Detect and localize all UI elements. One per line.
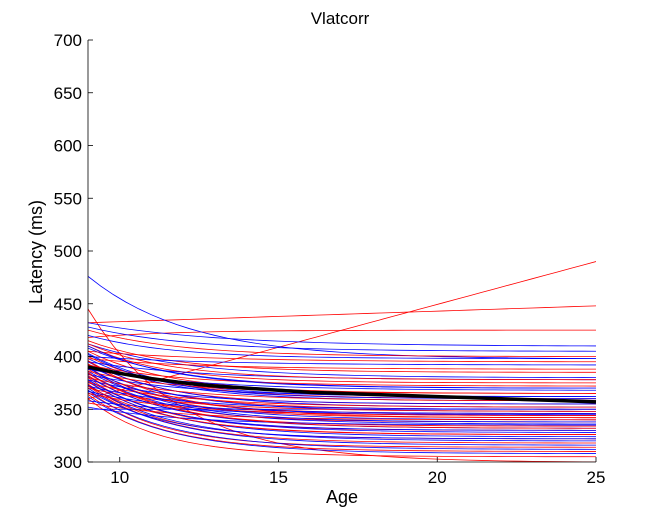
subject-curve-11 xyxy=(88,343,596,379)
subject-curve-45 xyxy=(88,406,596,426)
subject-curve-62 xyxy=(88,345,596,389)
y-tick-label: 550 xyxy=(54,189,82,208)
subject-curve-12 xyxy=(88,345,596,384)
y-tick-label: 350 xyxy=(54,400,82,419)
subject-curve-8 xyxy=(88,329,596,357)
axes: 300 350 400 450 500 550 600 650 700 10 15 20 25 xyxy=(54,31,606,487)
subject-curve-42 xyxy=(88,398,596,458)
subject-curve-61 xyxy=(88,393,596,416)
subject-curve-51 xyxy=(88,364,596,387)
subject-curve-7 xyxy=(88,326,596,352)
subject-curve-2 xyxy=(88,305,596,324)
y-tick-label: 650 xyxy=(54,84,82,103)
y-axis-label: Latency (ms) xyxy=(26,200,46,304)
y-tick-label: 600 xyxy=(54,137,82,156)
x-tick-label: 20 xyxy=(428,468,447,487)
y-tick-label: 400 xyxy=(54,348,82,367)
y-tick-label: 500 xyxy=(54,242,82,261)
subject-curve-59 xyxy=(88,387,596,412)
subject-curve-47 xyxy=(88,350,596,363)
subject-curve-49 xyxy=(88,358,596,370)
subject-curve-43 xyxy=(88,400,596,415)
subject-curve-67 xyxy=(88,373,596,429)
x-tick-label: 25 xyxy=(587,468,606,487)
subject-curve-66 xyxy=(88,366,596,423)
y-tick-label: 300 xyxy=(54,453,82,472)
subject-curve-65 xyxy=(88,360,596,419)
subject-curve-48 xyxy=(88,356,596,366)
x-tick-label: 10 xyxy=(110,468,129,487)
subject-curve-37 xyxy=(88,387,596,446)
subject-curve-36 xyxy=(88,385,596,444)
subject-curve-9 xyxy=(88,335,596,360)
subject-curve-6 xyxy=(88,322,596,347)
subject-curve-68 xyxy=(88,379,596,431)
subject-curve-35 xyxy=(88,384,596,442)
x-axis-label: Age xyxy=(326,487,358,507)
subject-curve-58 xyxy=(88,385,596,410)
individual-curves xyxy=(88,261,596,462)
subject-curve-70 xyxy=(88,389,596,440)
subject-curve-56 xyxy=(88,379,596,405)
subject-curve-27 xyxy=(88,373,596,425)
chart-title: Vlatcorr xyxy=(311,9,370,28)
mean-curve xyxy=(87,365,597,404)
x-tick-label: 15 xyxy=(269,468,288,487)
subject-curve-4 xyxy=(88,329,596,338)
subject-curve-41 xyxy=(88,396,596,454)
y-tick-label: 450 xyxy=(54,295,82,314)
subject-curve-38 xyxy=(88,389,596,448)
y-tick-label: 700 xyxy=(54,31,82,50)
subject-curve-69 xyxy=(88,385,596,435)
subject-curve-63 xyxy=(88,343,596,381)
subject-curve-5 xyxy=(88,276,596,360)
subject-curve-60 xyxy=(88,390,596,414)
mean-curve-layer xyxy=(87,365,597,404)
subject-curve-40 xyxy=(88,394,596,452)
subject-curve-39 xyxy=(88,392,596,450)
